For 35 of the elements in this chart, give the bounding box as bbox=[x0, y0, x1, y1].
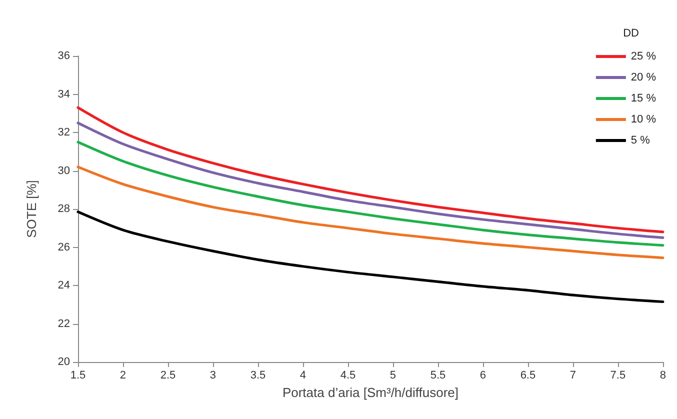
legend-label: 25 % bbox=[630, 50, 656, 62]
legend-label: 10 % bbox=[630, 114, 656, 126]
line-series bbox=[76, 106, 664, 234]
legend-label: 20 % bbox=[630, 72, 656, 84]
y-tick-label: 32 bbox=[58, 126, 70, 138]
y-tick-label: 26 bbox=[58, 241, 70, 254]
x-tick-label: 5.5 bbox=[430, 370, 446, 382]
x-tick-label: 3.5 bbox=[250, 370, 266, 382]
y-tick-label: 34 bbox=[58, 88, 70, 100]
x-tick-label: 7.5 bbox=[610, 370, 626, 382]
line-series bbox=[76, 210, 664, 304]
x-tick-label: 2 bbox=[120, 370, 126, 382]
y-tick-label: 36 bbox=[58, 50, 70, 62]
line-series bbox=[76, 166, 664, 260]
x-tick-label: 8 bbox=[660, 370, 666, 382]
y-tick-label: 28 bbox=[58, 203, 70, 215]
legend-label: 15 % bbox=[630, 92, 656, 104]
y-tick-label: 24 bbox=[58, 280, 70, 292]
x-tick-label: 2.5 bbox=[160, 370, 176, 382]
y-tick-label: 20 bbox=[58, 356, 70, 368]
x-tick-label: 6 bbox=[480, 370, 486, 382]
x-axis-title: Portata d’aria [Sm³/h/diffusore] bbox=[282, 385, 459, 400]
x-tick-label: 6.5 bbox=[520, 370, 536, 382]
y-tick-label: 22 bbox=[58, 318, 70, 330]
legend-title: DD bbox=[623, 28, 640, 40]
x-tick-label: 3 bbox=[210, 370, 216, 382]
y-axis-title: SOTE [%] bbox=[24, 180, 39, 238]
x-tick-label: 4.5 bbox=[340, 370, 356, 382]
x-tick-label: 4 bbox=[300, 370, 306, 382]
x-tick-label: 7 bbox=[570, 370, 576, 382]
x-tick-label: 1.5 bbox=[70, 370, 86, 382]
legend-label: 5 % bbox=[630, 134, 650, 146]
y-tick-label: 30 bbox=[58, 164, 70, 177]
line-series bbox=[76, 122, 664, 239]
x-tick-label: 5 bbox=[390, 370, 396, 382]
